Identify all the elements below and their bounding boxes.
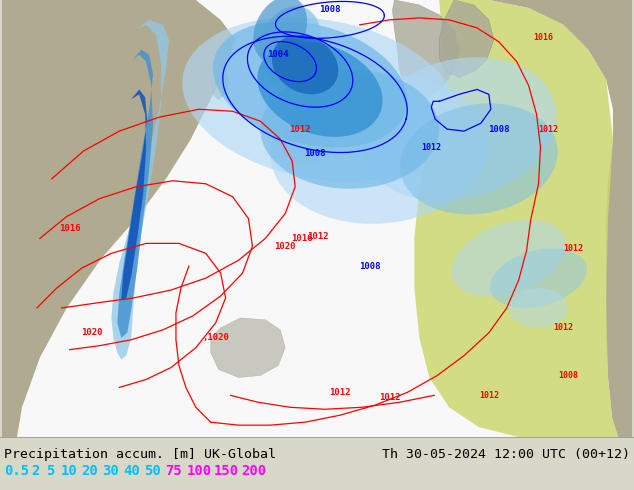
Polygon shape <box>415 0 618 437</box>
Polygon shape <box>272 35 339 94</box>
Text: 75: 75 <box>165 464 182 478</box>
Text: 1016: 1016 <box>533 33 553 42</box>
Text: 1012: 1012 <box>553 323 573 332</box>
Text: 0.5: 0.5 <box>4 464 29 478</box>
Text: 1016: 1016 <box>292 234 313 243</box>
Polygon shape <box>212 70 229 99</box>
Polygon shape <box>490 248 587 308</box>
Text: 1020: 1020 <box>81 328 102 337</box>
Text: 40: 40 <box>124 464 140 478</box>
Polygon shape <box>392 0 459 99</box>
Polygon shape <box>210 318 285 377</box>
Text: 150: 150 <box>214 464 239 478</box>
Polygon shape <box>213 22 407 147</box>
Polygon shape <box>361 57 557 201</box>
Text: 5: 5 <box>46 464 55 478</box>
Polygon shape <box>261 70 439 189</box>
Polygon shape <box>451 220 566 297</box>
Text: Th 30-05-2024 12:00 UTC (00+12): Th 30-05-2024 12:00 UTC (00+12) <box>382 448 630 461</box>
Polygon shape <box>508 288 568 328</box>
Text: 2: 2 <box>32 464 40 478</box>
Polygon shape <box>400 103 558 215</box>
Polygon shape <box>257 42 382 137</box>
Text: 1008: 1008 <box>559 371 578 380</box>
Text: 1012: 1012 <box>563 244 583 253</box>
Text: 10: 10 <box>60 464 77 478</box>
Text: 30: 30 <box>103 464 119 478</box>
Polygon shape <box>183 18 458 181</box>
Text: 20: 20 <box>82 464 98 478</box>
Polygon shape <box>439 0 494 77</box>
Text: 200: 200 <box>242 464 267 478</box>
Polygon shape <box>259 6 321 83</box>
Text: 1008: 1008 <box>359 262 380 270</box>
Text: 1016: 1016 <box>59 224 81 233</box>
Text: 1012: 1012 <box>289 124 311 134</box>
Polygon shape <box>121 89 147 300</box>
Text: Precipitation accum. [m] UK-Global: Precipitation accum. [m] UK-Global <box>4 448 276 461</box>
Text: 1012: 1012 <box>479 391 499 400</box>
Polygon shape <box>112 20 169 360</box>
Text: 1012: 1012 <box>329 388 351 397</box>
Text: 1012: 1012 <box>421 143 441 151</box>
Text: 1020: 1020 <box>275 242 296 251</box>
Text: 100: 100 <box>186 464 212 478</box>
Polygon shape <box>280 119 335 164</box>
Text: ,1020: ,1020 <box>202 333 229 342</box>
Polygon shape <box>254 0 307 63</box>
Text: 1012: 1012 <box>307 232 329 241</box>
Polygon shape <box>117 49 153 338</box>
Text: 1008: 1008 <box>319 5 340 14</box>
Polygon shape <box>271 74 489 224</box>
Text: 1012: 1012 <box>378 393 400 402</box>
Text: 1008: 1008 <box>488 124 510 134</box>
Polygon shape <box>17 0 618 437</box>
Text: 50: 50 <box>145 464 161 478</box>
Text: 1008: 1008 <box>304 149 326 158</box>
Text: 1012: 1012 <box>538 124 559 134</box>
Text: 1004: 1004 <box>268 50 289 59</box>
